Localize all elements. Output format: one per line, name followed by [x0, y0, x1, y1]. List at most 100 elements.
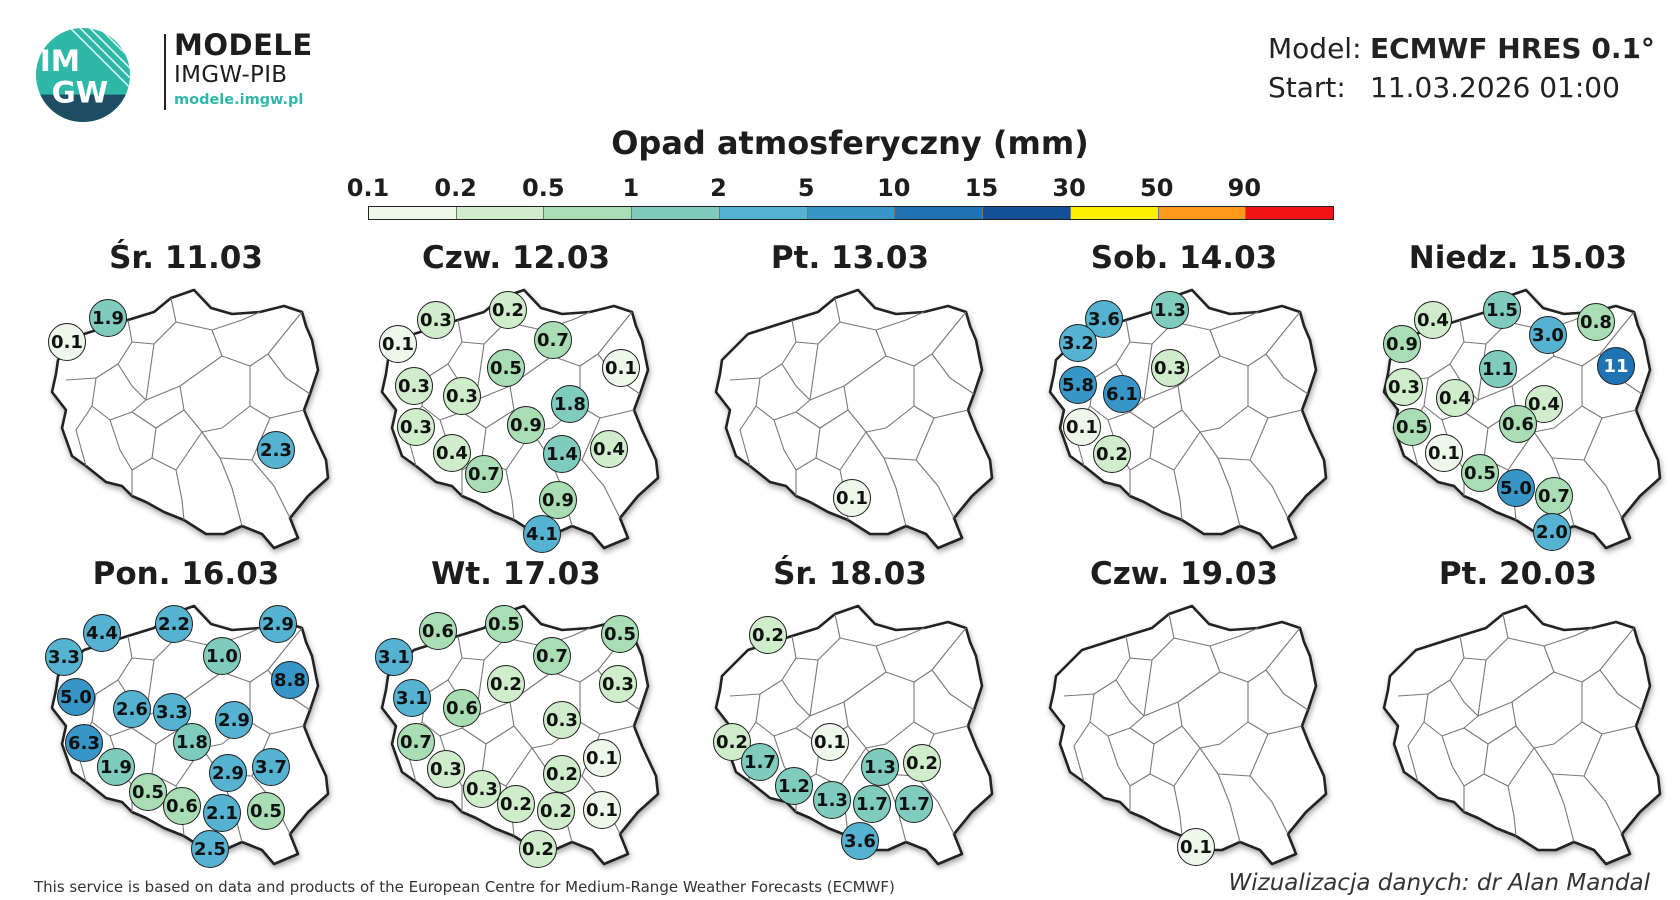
voivodeship-border: [131, 411, 157, 471]
day-title: Śr. 18.03: [773, 556, 927, 592]
precip-value-marker: 2.9: [215, 701, 253, 739]
voivodeship-border: [179, 366, 251, 433]
precip-value-marker: 0.3: [417, 301, 455, 339]
voivodeship-border: [1073, 721, 1091, 783]
precip-value-marker: 0.4: [1436, 379, 1474, 417]
voivodeship-border: [1199, 747, 1241, 843]
precip-value-marker: 0.2: [497, 785, 535, 823]
poland-outline: [1382, 604, 1662, 866]
precip-value-marker: 0.6: [419, 612, 457, 650]
precip-value-marker: 0.1: [811, 723, 849, 761]
precip-value-marker: 0.4: [590, 430, 628, 468]
day-title: Śr. 11.03: [109, 240, 263, 276]
logo-text-top: IM: [40, 44, 80, 78]
legend-tick-label: 2: [710, 174, 727, 202]
voivodeship-border: [1265, 353, 1309, 395]
voivodeship-border: [1583, 775, 1623, 835]
precip-value-marker: 3.6: [841, 822, 879, 860]
day-title: Czw. 19.03: [1089, 556, 1279, 592]
voivodeship-border: [1449, 659, 1487, 717]
poland-map: [1382, 604, 1662, 866]
voivodeship-border: [1507, 747, 1535, 787]
poland-map: [714, 288, 994, 550]
voivodeship-border: [795, 411, 821, 471]
precip-value-marker: 5.0: [57, 678, 95, 716]
voivodeship-border: [75, 405, 93, 467]
voivodeship-border: [1487, 725, 1517, 745]
voivodeship-border: [875, 311, 967, 367]
voivodeship-border: [875, 627, 967, 683]
voivodeship-border: [1249, 459, 1289, 519]
legend-tick-label: 0.5: [522, 174, 565, 202]
voivodeship-border: [1153, 409, 1183, 429]
voivodeship-border: [819, 409, 849, 429]
precip-value-marker: 4.4: [83, 614, 121, 652]
precip-value-marker: 0.5: [129, 773, 167, 811]
legend-colorbar: [368, 206, 1334, 220]
forecast-day-panel: Czw. 19.03 0.1: [1034, 556, 1334, 866]
poland-outline: [1048, 604, 1328, 866]
legend-segment: [807, 207, 896, 219]
voivodeship-border: [1507, 627, 1593, 647]
voivodeship-border: [131, 297, 177, 345]
precip-value-marker: 1.3: [861, 748, 899, 786]
voivodeship-border: [581, 459, 621, 519]
voivodeship-border: [1249, 775, 1289, 835]
voivodeship-border: [1265, 669, 1309, 711]
voivodeship-border: [1533, 747, 1575, 843]
precip-value-marker: 2.9: [209, 754, 247, 792]
precip-value-marker: 5.0: [1497, 469, 1535, 507]
precip-value-marker: 1.7: [853, 785, 891, 823]
precip-value-marker: 0.1: [1177, 828, 1215, 866]
legend-tick-label: 15: [964, 174, 999, 202]
precip-value-marker: 0.5: [487, 349, 525, 387]
model-label: Model:: [1268, 32, 1362, 65]
precip-value-marker: 2.6: [113, 690, 151, 728]
precip-value-marker: 0.9: [507, 406, 545, 444]
precip-value-marker: 0.2: [489, 291, 527, 329]
voivodeship-border: [1463, 613, 1509, 661]
precip-value-marker: 0.3: [1151, 349, 1189, 387]
ecmwf-attribution: This service is based on data and produc…: [34, 878, 895, 896]
legend-tick-label: 0.1: [346, 174, 390, 202]
voivodeship-border: [1209, 311, 1301, 367]
precip-value-marker: 0.1: [583, 791, 621, 829]
day-title: Pt. 13.03: [770, 240, 930, 276]
day-title: Sob. 14.03: [1090, 240, 1278, 276]
start-info: Start: 11.03.2026 01:00: [1268, 71, 1620, 104]
day-title: Niedz. 15.03: [1408, 240, 1628, 276]
logo-text-bottom: GW: [52, 75, 109, 109]
precip-value-marker: 1.4: [543, 435, 581, 473]
voivodeship-border: [1483, 773, 1517, 837]
day-title: Wt. 17.03: [431, 556, 601, 592]
forecast-day-panel: Śr. 11.03 0.1 1.9 2.3: [36, 240, 336, 550]
precip-value-marker: 0.3: [443, 377, 481, 415]
voivodeship-border: [1129, 613, 1175, 661]
day-title: Pt. 20.03: [1438, 556, 1598, 592]
precip-value-marker: 0.6: [443, 689, 481, 727]
precip-value-marker: 0.5: [485, 605, 523, 643]
forecast-day-panel: Pt. 20.03: [1368, 556, 1668, 866]
precip-value-marker: 0.1: [1425, 434, 1463, 472]
precip-value-marker: 0.2: [487, 665, 525, 703]
voivodeship-border: [251, 459, 291, 519]
legend-segment: [369, 207, 457, 219]
precip-value-marker: 3.7: [252, 748, 290, 786]
voivodeship-border: [1543, 627, 1635, 683]
voivodeship-border: [175, 311, 261, 331]
precip-value-marker: 1.7: [741, 743, 779, 781]
voivodeship-border: [485, 409, 515, 429]
precip-value-marker: 2.2: [155, 605, 193, 643]
brand-url-link[interactable]: modele.imgw.pl: [174, 92, 304, 108]
brand-title: MODELE: [174, 28, 313, 62]
voivodeship-border: [1129, 727, 1155, 787]
precip-value-marker: 1.2: [775, 767, 813, 805]
precip-value-marker: 0.2: [749, 616, 787, 654]
voivodeship-border: [839, 627, 925, 647]
logo-separator: [164, 34, 166, 110]
precip-value-marker: 1.7: [895, 785, 933, 823]
precip-value-marker: 0.1: [48, 323, 86, 361]
voivodeship-border: [1583, 459, 1623, 519]
voivodeship-border: [781, 343, 819, 401]
precip-value-marker: 0.2: [543, 755, 581, 793]
